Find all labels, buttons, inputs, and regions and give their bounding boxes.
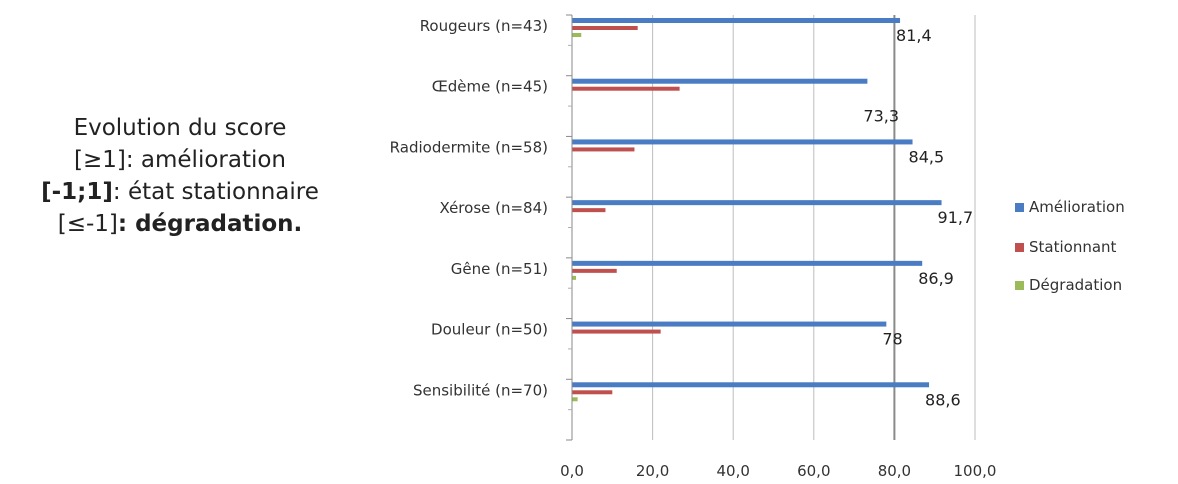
bar-amelioration	[572, 200, 942, 206]
bar-stationnant	[572, 268, 617, 273]
x-tick-label: 0,0	[560, 462, 584, 480]
bar-amelioration	[572, 382, 930, 388]
legend: Amélioration Stationnant Dégradation	[1015, 198, 1125, 294]
legend-label: Dégradation	[1029, 276, 1122, 294]
annotation-line-4: [≤-1]: dégradation.	[0, 208, 360, 240]
annotation-bracket-degradation: [≤-1]	[57, 211, 118, 237]
annotation-bracket-stationary: [-1;1]	[41, 179, 113, 205]
axes	[566, 14, 573, 441]
data-label: 88,6	[925, 390, 961, 409]
bar-amelioration	[572, 260, 923, 266]
bar-stationnant	[572, 390, 613, 395]
category-label: Sensibilité (n=70)	[413, 381, 548, 399]
annotation-bracket-improvement: [≥1]	[73, 147, 126, 173]
bar-amelioration	[572, 139, 913, 145]
annotation-text-degradation: : dégradation.	[117, 211, 303, 237]
annotation-line-3: [-1;1]: état stationnaire	[0, 176, 360, 208]
category-label: Rougeurs (n=43)	[420, 17, 548, 35]
data-label: 78	[882, 330, 902, 349]
annotation-line-2: [≥1]: amélioration	[0, 144, 360, 176]
x-tick-label: 40,0	[716, 462, 749, 480]
category-label: Œdème (n=45)	[432, 78, 548, 96]
bar-degradation	[572, 397, 578, 402]
legend-label: Stationnant	[1029, 238, 1117, 256]
x-tick-label: 100,0	[954, 462, 997, 480]
bar-amelioration	[572, 18, 901, 23]
x-tick-label: 20,0	[636, 462, 669, 480]
x-tick-label: 60,0	[797, 462, 830, 480]
bar-degradation	[572, 275, 577, 280]
data-label: 73,3	[863, 107, 899, 126]
data-label: 91,7	[938, 208, 974, 227]
data-label: 84,5	[909, 147, 945, 166]
x-tick-label: 80,0	[878, 462, 911, 480]
bar-amelioration	[572, 78, 868, 84]
bar-stationnant	[572, 86, 680, 91]
score-annotation: Evolution du score [≥1]: amélioration [-…	[0, 112, 360, 240]
bars	[572, 18, 942, 402]
labels: 0,0 20,0 40,0 60,0 80,0 100,0 Rougeurs (n=43) 8…	[390, 17, 997, 480]
legend-swatch	[1015, 243, 1024, 252]
bar-stationnant	[572, 147, 635, 152]
data-label: 86,9	[918, 269, 954, 288]
annotation-text-stationary: : état stationnaire	[112, 179, 319, 205]
bar-amelioration	[572, 321, 887, 327]
data-label: 81,4	[896, 26, 932, 45]
legend-swatch	[1015, 281, 1024, 290]
legend-label: Amélioration	[1029, 198, 1125, 216]
category-label: Radiodermite (n=58)	[390, 138, 548, 156]
category-label: Douleur (n=50)	[431, 321, 548, 339]
bar-stationnant	[572, 26, 638, 30]
bar-stationnant	[572, 329, 661, 334]
bar-degradation	[572, 33, 582, 37]
bar-stationnant	[572, 208, 606, 213]
category-label: Xérose (n=84)	[439, 199, 548, 217]
grid-lines	[652, 15, 976, 440]
annotation-text-improvement: : amélioration	[125, 147, 287, 173]
legend-swatch	[1015, 203, 1024, 212]
category-label: Gêne (n=51)	[451, 260, 548, 278]
annotation-line-1: Evolution du score	[73, 115, 287, 141]
